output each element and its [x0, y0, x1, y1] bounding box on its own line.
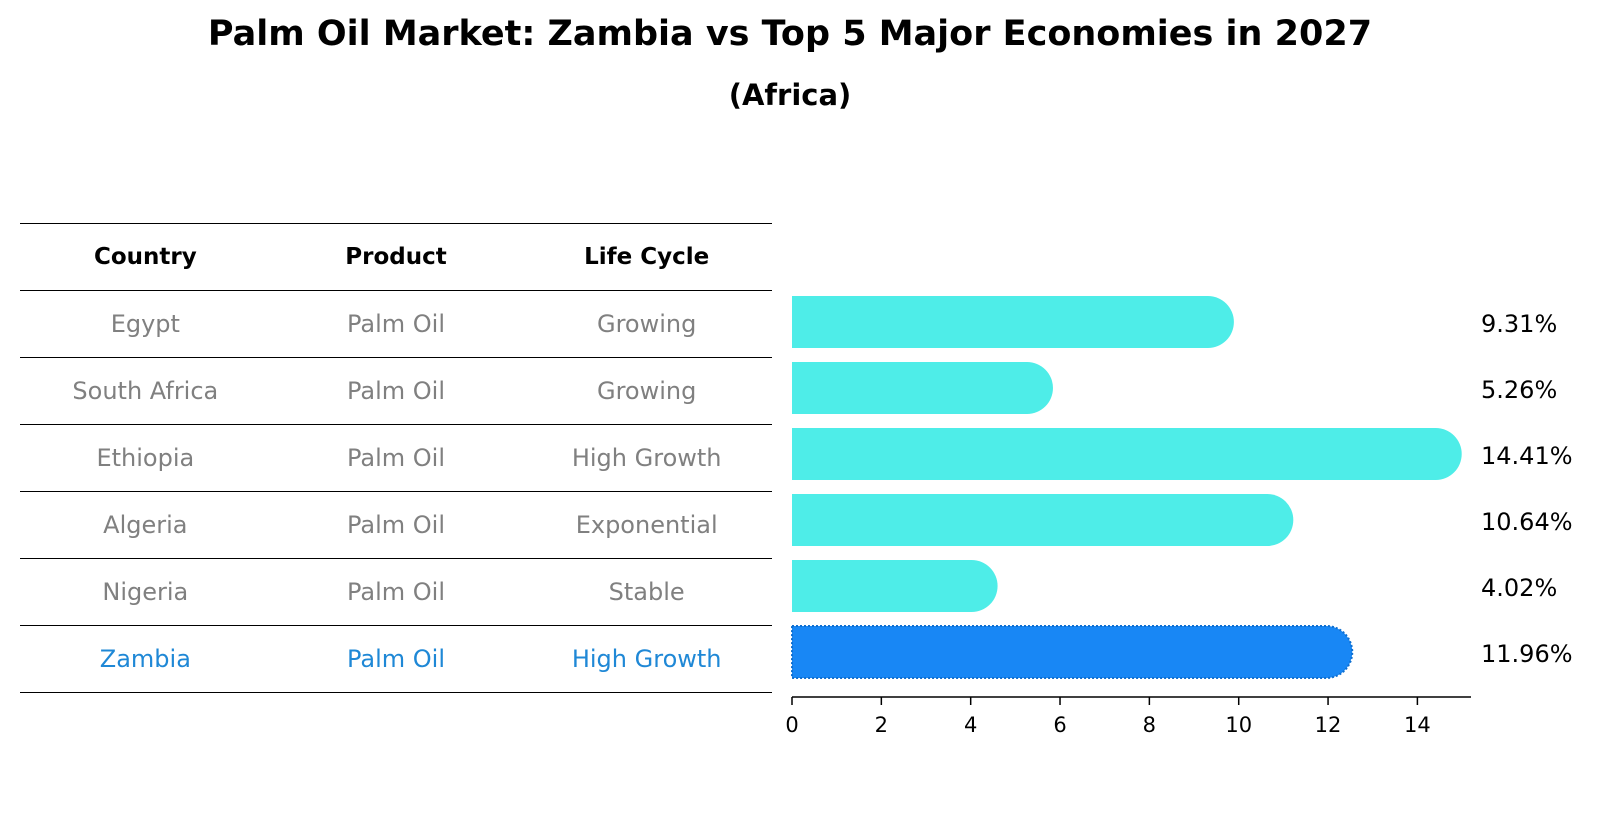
value-label: 14.41%	[1481, 442, 1573, 470]
value-label: 10.64%	[1481, 508, 1573, 536]
life-cycle-cell: Growing	[596, 310, 697, 338]
bar-algeria	[792, 494, 1294, 546]
product-cell: Palm Oil	[347, 377, 446, 405]
product-cell: Palm Oil	[347, 578, 446, 606]
bar-zambia	[791, 625, 1354, 679]
country-cell: Nigeria	[102, 578, 189, 606]
x-tick-label: 0	[785, 713, 798, 737]
country-cell: South Africa	[72, 377, 219, 405]
table-row: Ethiopia Palm Oil High Growth	[20, 424, 772, 491]
header-product: Product	[345, 244, 447, 270]
value-label: 5.26%	[1481, 376, 1557, 404]
x-tick-label: 2	[875, 713, 888, 737]
header-life-cycle: Life Cycle	[584, 244, 710, 270]
chart-subtitle: (Africa)	[728, 78, 852, 112]
country-cell: Egypt	[110, 310, 180, 338]
x-tick-label: 10	[1225, 713, 1252, 737]
table-row: Nigeria Palm Oil Stable	[20, 558, 772, 625]
country-cell: Ethiopia	[96, 444, 195, 472]
bar-south-africa	[792, 362, 1053, 414]
life-cycle-cell: Stable	[608, 578, 685, 606]
product-cell: Palm Oil	[347, 444, 446, 472]
table-header-row: Country Product Life Cycle	[20, 223, 772, 290]
value-label: 4.02%	[1481, 574, 1557, 602]
x-tick-label: 8	[1143, 713, 1156, 737]
bar-egypt	[792, 296, 1234, 348]
x-tick-label: 6	[1053, 713, 1066, 737]
header-country: Country	[93, 244, 197, 270]
country-cell: Zambia	[99, 645, 191, 673]
x-tick-label: 12	[1315, 713, 1342, 737]
table-row: Egypt Palm Oil Growing	[20, 290, 772, 357]
bar-ethiopia	[792, 428, 1462, 480]
x-tick-label: 14	[1404, 713, 1431, 737]
chart-title: Palm Oil Market: Zambia vs Top 5 Major E…	[207, 14, 1373, 54]
product-cell: Palm Oil	[347, 511, 446, 539]
product-cell: Palm Oil	[347, 645, 446, 673]
life-cycle-cell: High Growth	[571, 645, 722, 673]
product-cell: Palm Oil	[347, 310, 446, 338]
data-table: Country Product Life Cycle Egypt Palm Oi…	[20, 223, 772, 693]
table-row: Algeria Palm Oil Exponential	[20, 491, 772, 558]
bar-nigeria	[792, 560, 998, 612]
life-cycle-cell: Exponential	[575, 511, 718, 539]
value-label: 11.96%	[1481, 640, 1573, 668]
x-tick-label: 4	[964, 713, 977, 737]
value-label: 9.31%	[1481, 310, 1557, 338]
table-row-highlight: Zambia Palm Oil High Growth	[20, 625, 772, 693]
country-cell: Algeria	[103, 511, 188, 539]
life-cycle-cell: High Growth	[571, 444, 722, 472]
table-row: South Africa Palm Oil Growing	[20, 357, 772, 424]
life-cycle-cell: Growing	[596, 377, 697, 405]
